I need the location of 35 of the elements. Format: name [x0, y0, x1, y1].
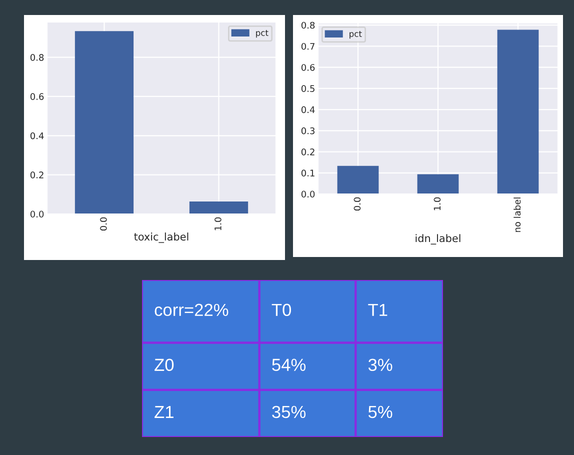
- y-tick-label: 0.3: [301, 127, 314, 134]
- text: 35%: [272, 406, 306, 418]
- x-tick-label: 0.0: [100, 217, 107, 231]
- text: T1: [368, 304, 388, 316]
- text: 54%: [272, 358, 306, 372]
- y-tick-label: 0.7: [301, 42, 314, 50]
- text: pct: [350, 30, 362, 39]
- y-tick-label: 0.8: [30, 54, 44, 61]
- y-tick-label: 0.4: [30, 132, 44, 140]
- y-tick-label: 0.6: [301, 64, 315, 71]
- text: 3%: [368, 358, 392, 372]
- x-axis-title: toxic_label: [134, 232, 188, 243]
- y-tick-label: 0.0: [301, 190, 315, 198]
- y-tick-label: 0.2: [30, 172, 44, 178]
- text: corr=22%: [154, 304, 228, 316]
- x-tick-label: 1.0: [434, 197, 441, 210]
- y-tick-label: 0.0: [30, 210, 44, 218]
- text: Z0: [154, 358, 174, 372]
- text: Z1: [154, 406, 174, 418]
- text: 5%: [368, 406, 392, 418]
- y-tick-label: 0.5: [301, 85, 314, 92]
- x-tick-label: no label: [514, 198, 521, 232]
- x-tick-label: 1.0: [214, 217, 222, 230]
- y-tick-label: 0.6: [30, 93, 44, 100]
- bar: [497, 30, 539, 194]
- y-tick-label: 0.2: [301, 148, 314, 156]
- legend-label: pct: [256, 30, 268, 38]
- y-tick-label: 0.8: [301, 22, 315, 29]
- bar: [337, 166, 379, 194]
- text: T0: [272, 304, 292, 316]
- bar: [417, 174, 459, 194]
- y-tick-label: 0.4: [301, 106, 315, 114]
- y-tick-label: 0.1: [301, 170, 314, 176]
- x-axis-title: idn_label: [416, 234, 460, 244]
- x-tick-label: 0.0: [354, 197, 361, 211]
